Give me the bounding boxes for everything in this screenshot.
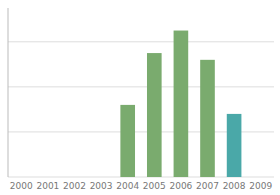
- bar: [227, 114, 242, 177]
- x-tick-label: 2004: [116, 181, 139, 191]
- bar: [67, 177, 82, 178]
- y-axis-line: [8, 8, 9, 177]
- bar: [94, 177, 109, 178]
- chart-container: 20002001 2002 20032004 20052006 2007 20082009: [0, 0, 280, 195]
- bar: [14, 177, 29, 178]
- bar: [253, 177, 268, 178]
- x-tick-label: 2000: [10, 181, 33, 191]
- bar: [41, 177, 56, 178]
- bar: [120, 105, 135, 177]
- chart-svg: 20002001 2002 20032004 20052006 2007 20082009: [0, 0, 280, 195]
- bar: [147, 53, 162, 177]
- x-tick-label: 2005: [143, 181, 166, 191]
- bar: [174, 31, 189, 177]
- x-tick-label: 2007: [196, 181, 219, 191]
- bars: [120, 31, 241, 177]
- grid-line: [8, 41, 274, 42]
- bar: [200, 60, 215, 177]
- x-tick-labels: 20002001 2002 20032004 20052006 2007 20082009: [10, 181, 273, 191]
- x-tick-label: 2003: [90, 181, 113, 191]
- grid-line: [8, 86, 274, 87]
- x-tick-label: 2009: [249, 181, 272, 191]
- grid: [8, 42, 274, 177]
- x-tick-label: 2008: [223, 181, 246, 191]
- x-tick-label: 2006: [169, 181, 192, 191]
- x-tick-label: 2001: [36, 181, 59, 191]
- x-tick-label: 2002: [63, 181, 86, 191]
